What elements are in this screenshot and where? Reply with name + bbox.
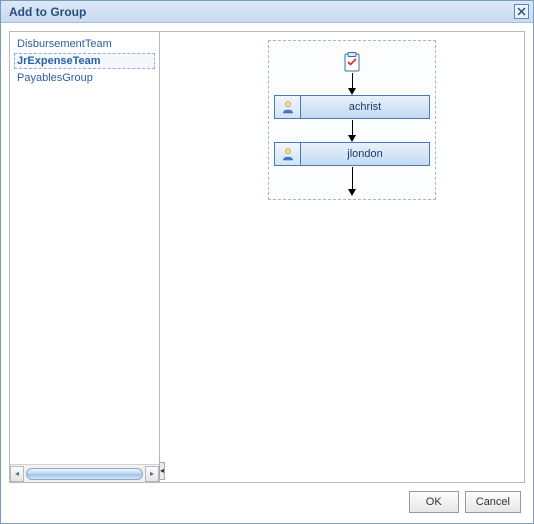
titlebar: Add to Group (1, 1, 533, 23)
task-achrist[interactable]: achrist (274, 95, 430, 119)
scroll-thumb[interactable] (26, 468, 143, 480)
group-item-payables[interactable]: PayablesGroup (14, 70, 155, 86)
group-item-disbursement[interactable]: DisbursementTeam (14, 36, 155, 52)
add-to-group-dialog: Add to Group DisbursementTeam JrExpenseT… (0, 0, 534, 524)
cancel-button[interactable]: Cancel (465, 491, 521, 513)
group-item-jrexpense[interactable]: JrExpenseTeam (14, 53, 155, 69)
scroll-left-button[interactable]: ◂ (10, 466, 24, 482)
group-list: DisbursementTeam JrExpenseTeam PayablesG… (10, 32, 159, 464)
task-label: achrist (301, 101, 429, 113)
dialog-title: Add to Group (9, 5, 86, 19)
dialog-body: DisbursementTeam JrExpenseTeam PayablesG… (1, 23, 533, 523)
content-pane: DisbursementTeam JrExpenseTeam PayablesG… (9, 31, 525, 483)
task-jlondon[interactable]: jlondon (274, 142, 430, 166)
person-icon (275, 143, 301, 165)
sidebar-scrollbar[interactable]: ◂ ▸ (10, 464, 159, 482)
dialog-footer: OK Cancel (9, 483, 525, 515)
arrow-3 (347, 167, 357, 196)
ok-button[interactable]: OK (409, 491, 459, 513)
close-button[interactable] (514, 4, 529, 19)
clipboard-start-icon (343, 52, 361, 72)
scroll-right-button[interactable]: ▸ (145, 466, 159, 482)
task-label: jlondon (301, 148, 429, 160)
flow-canvas[interactable]: ◂ (160, 32, 524, 482)
sidebar-collapse-handle[interactable]: ◂ (159, 462, 165, 480)
person-icon (275, 96, 301, 118)
scroll-track[interactable] (24, 466, 145, 482)
group-sidebar: DisbursementTeam JrExpenseTeam PayablesG… (10, 32, 160, 482)
arrow-2 (347, 120, 357, 142)
arrow-1 (347, 73, 357, 95)
